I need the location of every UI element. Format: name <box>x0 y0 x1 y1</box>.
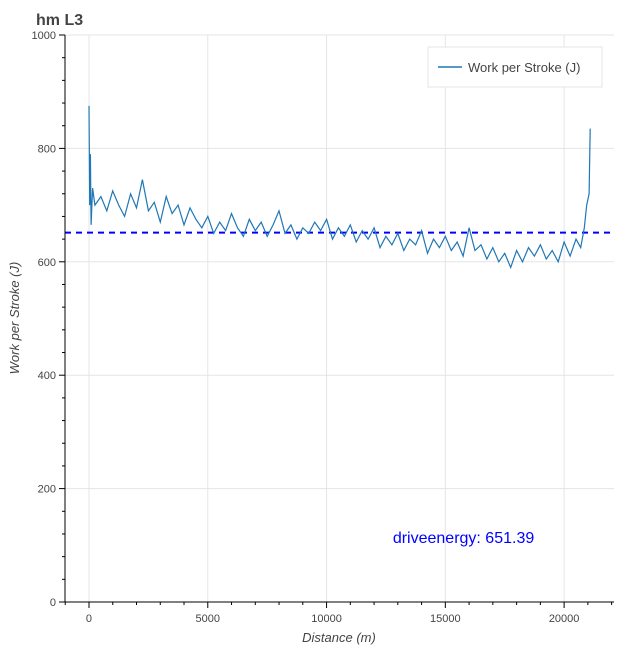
x-tick-label: 0 <box>86 613 92 625</box>
series-line <box>88 105 591 270</box>
x-tick-label: 20000 <box>549 613 580 625</box>
axes: 0 5000 10000 15000 20000 0 200 400 600 800 1000 <box>32 30 614 625</box>
y-tick-label: 1000 <box>32 30 56 42</box>
y-tick-label: 800 <box>38 143 56 155</box>
y-tick-label: 0 <box>50 597 56 609</box>
annotation: driveenergy: 651.39 <box>393 530 535 547</box>
y-tick-label: 600 <box>38 257 56 269</box>
legend: Work per Stroke (J) <box>427 46 603 88</box>
x-tick-label: 5000 <box>196 613 220 625</box>
grid <box>65 34 614 603</box>
x-axis-label: Distance (m) <box>302 630 376 645</box>
y-tick-label: 400 <box>38 370 56 382</box>
y-axis-label: Work per Stroke (J) <box>7 262 22 375</box>
x-tick-label: 10000 <box>311 613 342 625</box>
legend-label: Work per Stroke (J) <box>468 60 580 75</box>
chart-title: hm L3 <box>36 12 83 29</box>
series <box>88 105 591 270</box>
x-tick-label: 15000 <box>430 613 461 625</box>
y-tick-label: 200 <box>38 484 56 496</box>
